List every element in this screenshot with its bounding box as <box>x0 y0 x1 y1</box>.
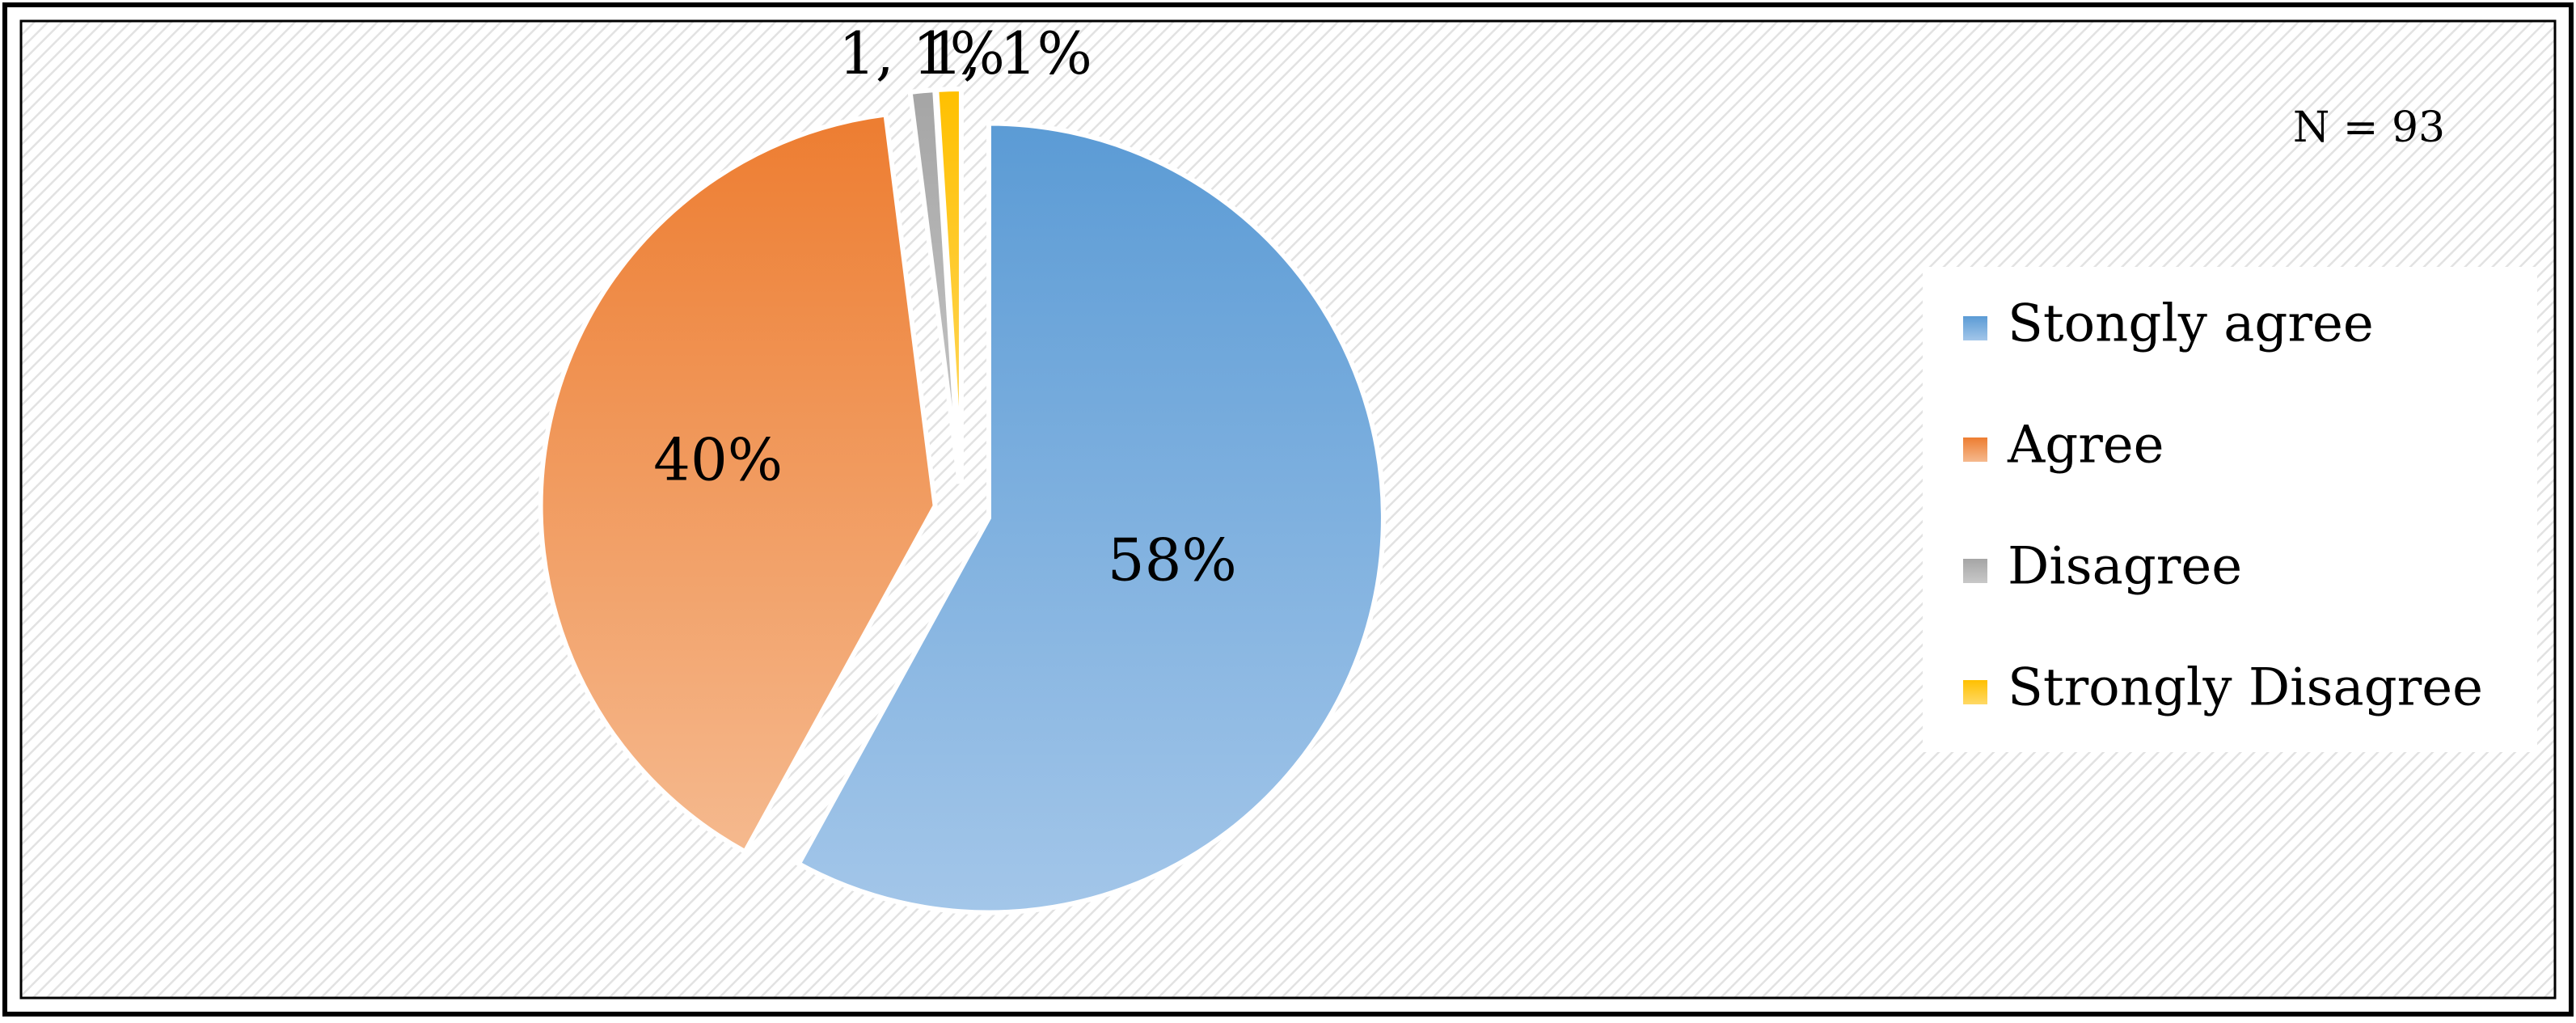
legend-label-stongly-agree: Stongly agree <box>2008 294 2374 354</box>
legend-swatch-agree <box>1963 438 1987 462</box>
legend-swatch-stongly-agree <box>1963 316 1987 340</box>
data-label-stongly-agree: 58% <box>1108 526 1237 594</box>
pie-slice-strongly-disagree <box>934 87 964 484</box>
pie-slice-stongly-agree <box>795 120 1386 915</box>
data-label-agree: 40% <box>653 425 783 493</box>
legend-label-strongly-disagree: Strongly Disagree <box>2008 658 2483 718</box>
legend-swatch-disagree <box>1963 559 1987 583</box>
data-label-disagree: 1, 1% <box>838 19 1005 87</box>
data-label-strongly-disagree: 1, 1% <box>926 19 1092 87</box>
data-labels: 58% 40% 1, 1%1, 1% <box>653 19 1237 594</box>
pie-slices <box>538 87 1386 915</box>
sample-size-annotation: N = 93 <box>2293 104 2445 152</box>
legend-background <box>1923 267 2537 752</box>
legend-label-agree: Agree <box>2007 416 2164 476</box>
pie-slice-agree <box>538 112 938 856</box>
legend-label-disagree: Disagree <box>2008 537 2242 597</box>
legend: Stongly agree Agree Disagree Strongly Disag… <box>1963 294 2483 718</box>
legend-swatch-strongly-disagree <box>1963 680 1987 704</box>
